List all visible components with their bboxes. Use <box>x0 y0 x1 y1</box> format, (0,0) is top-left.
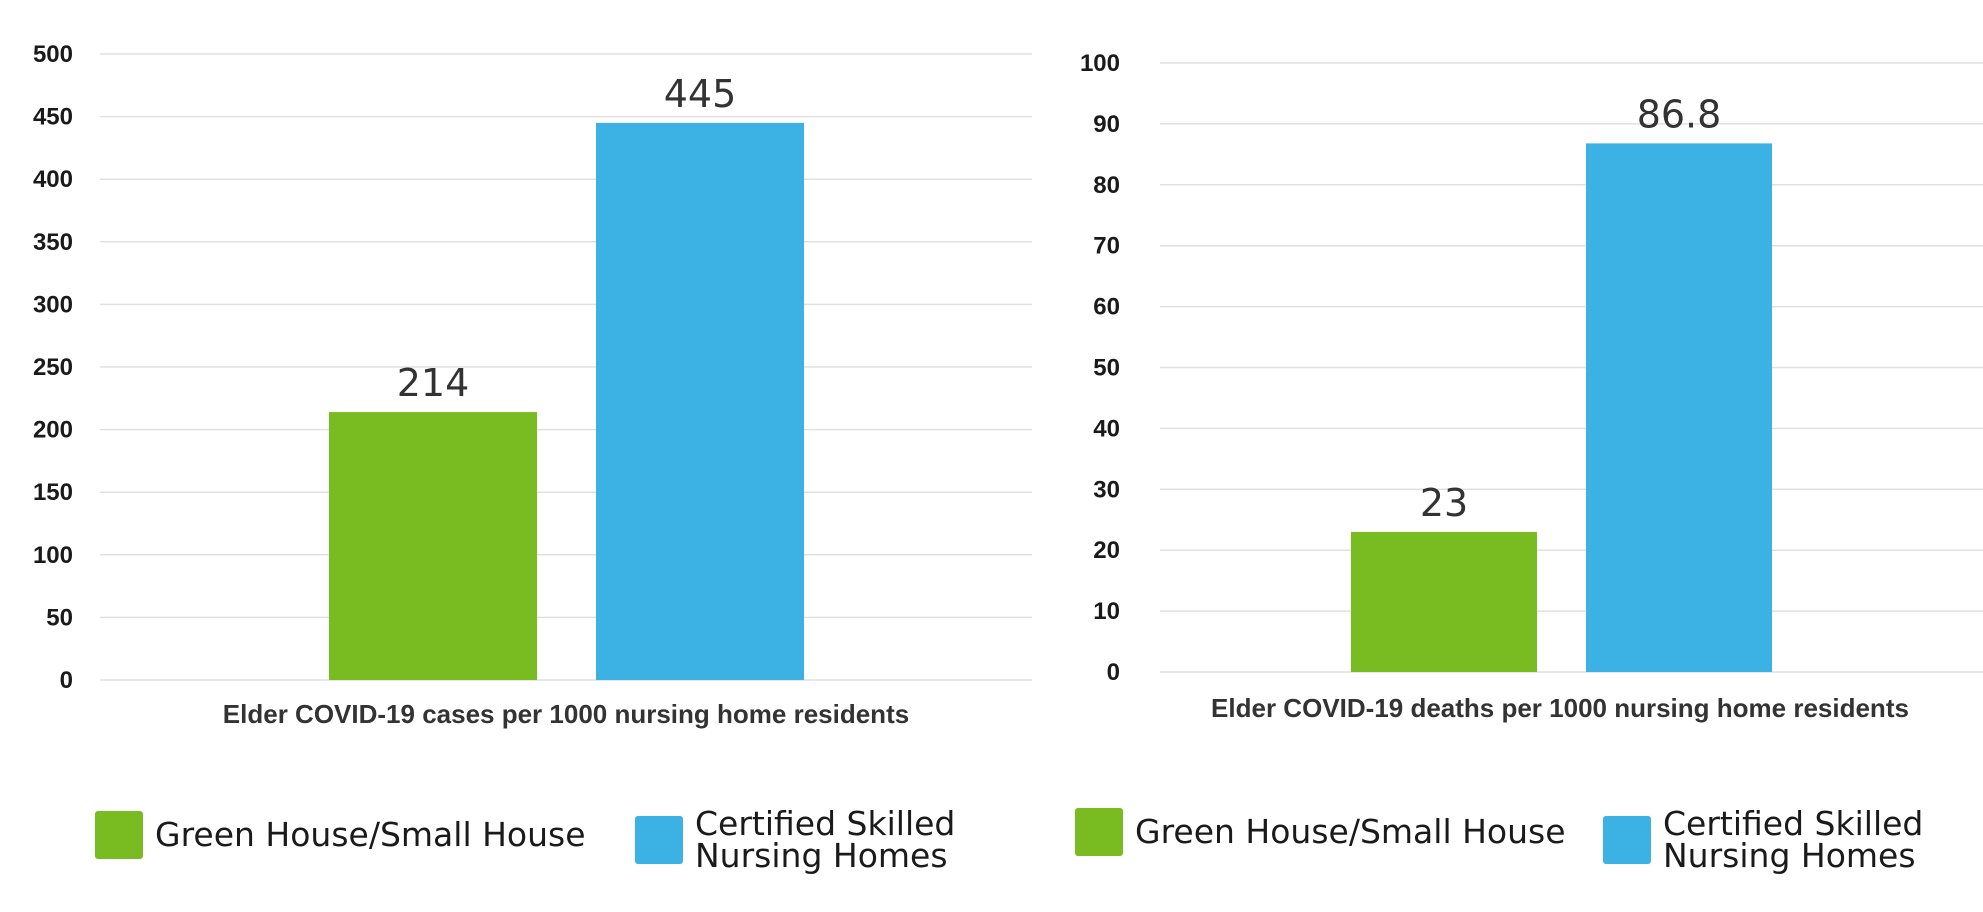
data-label: 214 <box>397 361 470 405</box>
deaths-chart: 0 10 20 30 40 50 60 70 80 90 100 23 86.8 Elder COVID-… <box>1080 50 1983 723</box>
y-tick-label: 450 <box>33 104 73 131</box>
y-tick-label: 400 <box>33 166 73 193</box>
y-tick-label: 60 <box>1093 294 1120 321</box>
legend-label: Certified Skilled Nursing Homes <box>1663 804 1924 875</box>
data-label: 86.8 <box>1637 92 1722 136</box>
deaths-legend-item-green: Green House/Small House <box>1075 808 1566 856</box>
bar <box>596 122 804 681</box>
green-swatch <box>1075 808 1123 856</box>
blue-swatch <box>635 816 683 864</box>
y-tick-label: 350 <box>33 229 73 256</box>
y-tick-label: 200 <box>33 417 73 444</box>
y-tick-label: 70 <box>1093 233 1120 260</box>
bar <box>1351 531 1537 672</box>
legend-label: Green House/Small House <box>155 815 586 854</box>
y-tick-label: 500 <box>33 41 73 68</box>
y-tick-label: 150 <box>33 479 73 506</box>
data-label: 23 <box>1420 481 1468 525</box>
y-tick-label: 0 <box>1107 659 1120 686</box>
bar <box>1586 143 1772 672</box>
y-tick-label: 20 <box>1093 537 1120 564</box>
y-tick-label: 50 <box>1093 355 1120 382</box>
green-swatch <box>95 811 143 859</box>
y-tick-label: 300 <box>33 291 73 318</box>
y-tick-label: 250 <box>33 354 73 381</box>
y-tick-label: 100 <box>1080 50 1120 77</box>
cases-chart: 0 50 100 150 200 250 300 350 400 450 500 214 445 Elde… <box>33 41 1032 729</box>
y-tick-label: 80 <box>1093 172 1120 199</box>
data-label: 445 <box>664 72 737 116</box>
y-tick-label: 0 <box>60 667 73 694</box>
blue-swatch <box>1603 816 1651 864</box>
legend-label: Green House/Small House <box>1135 812 1566 851</box>
deaths-legend-item-blue: Certified Skilled Nursing Homes <box>1603 804 1924 875</box>
y-tick-label: 50 <box>46 604 73 631</box>
y-tick-label: 30 <box>1093 476 1120 503</box>
y-tick-label: 10 <box>1093 598 1120 625</box>
cases-legend-item-blue: Certified Skilled Nursing Homes <box>635 804 956 875</box>
x-axis-label: Elder COVID-19 cases per 1000 nursing ho… <box>223 699 909 729</box>
y-tick-label: 40 <box>1093 415 1120 442</box>
cases-legend-item-green: Green House/Small House <box>95 811 586 859</box>
x-axis-label: Elder COVID-19 deaths per 1000 nursing h… <box>1211 693 1909 723</box>
y-tick-label: 100 <box>33 542 73 569</box>
bar <box>329 412 537 680</box>
y-tick-label: 90 <box>1093 111 1120 138</box>
legend-label: Certified Skilled Nursing Homes <box>695 804 956 875</box>
